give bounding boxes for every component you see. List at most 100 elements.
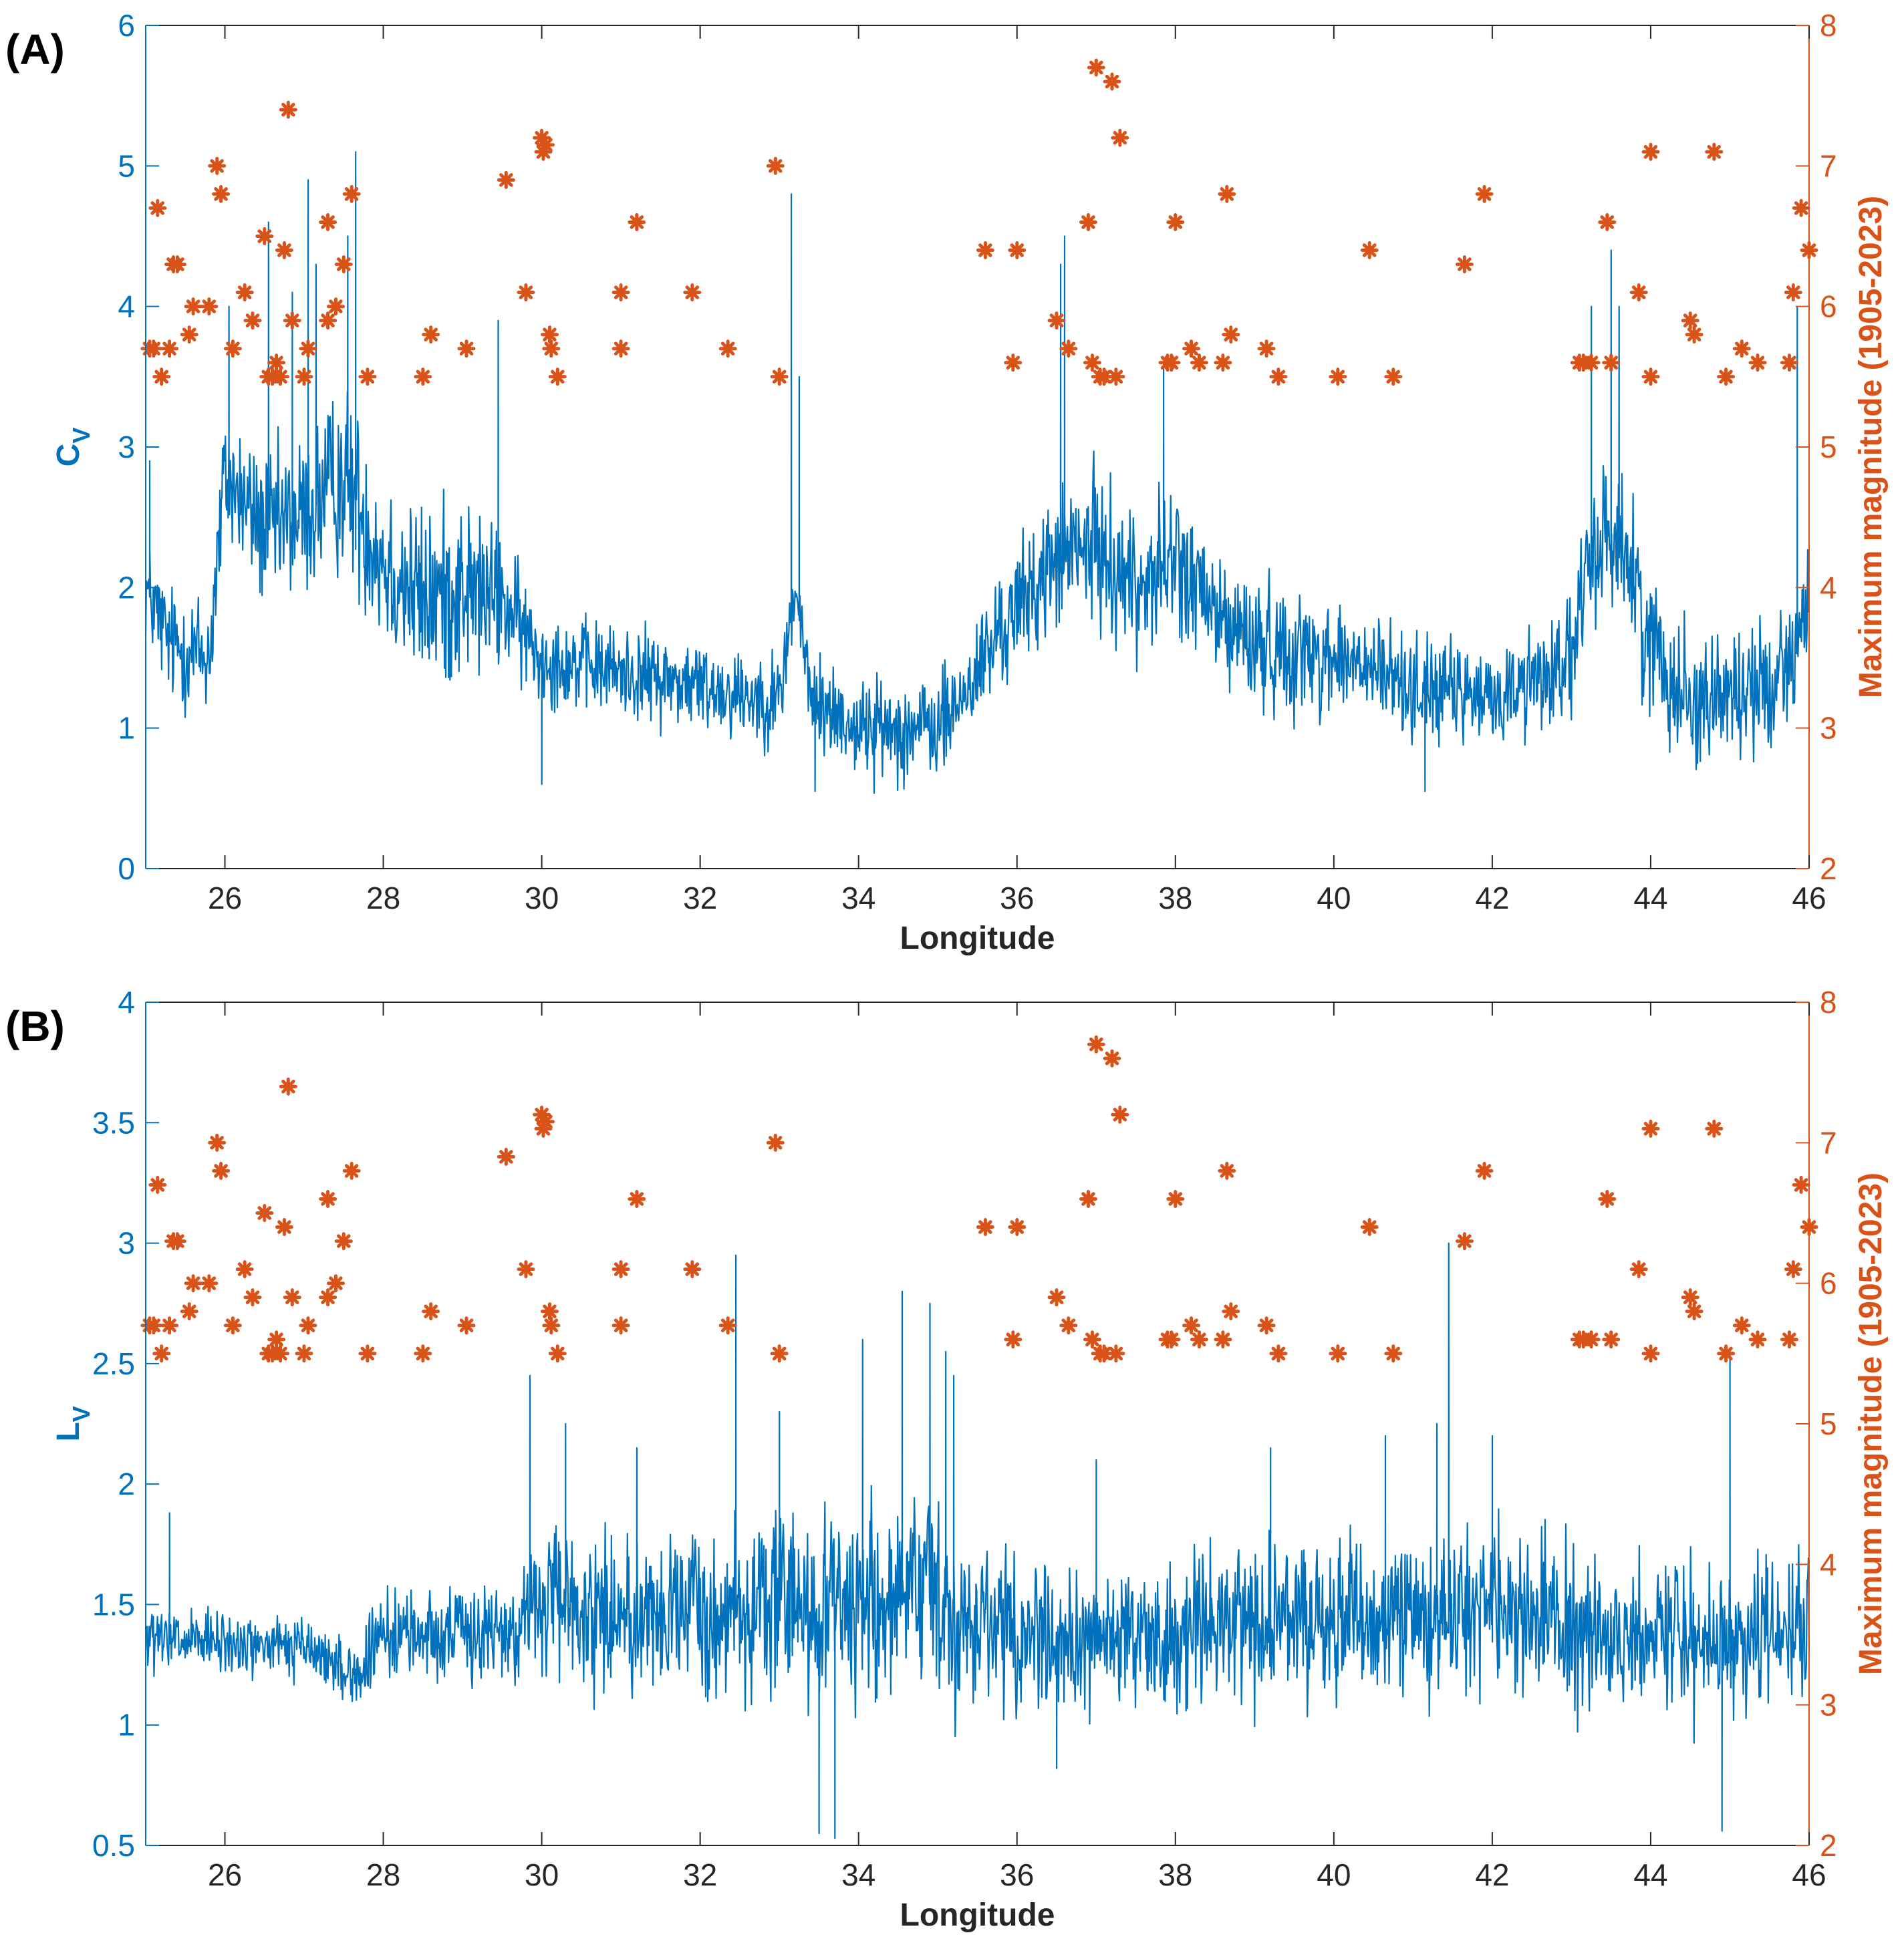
y2-axis-label: Maximum magnitude (1905-2023): [1853, 1173, 1889, 1675]
magnitude-marker: [770, 367, 789, 386]
magnitude-marker: [1008, 1218, 1027, 1236]
magnitude-marker: [1384, 367, 1403, 386]
magnitude-marker: [1582, 1330, 1601, 1349]
magnitude-marker: [1780, 1330, 1798, 1349]
y-axis-label: LV: [51, 1406, 95, 1441]
magnitude-marker: [1269, 367, 1288, 386]
magnitude-marker: [243, 311, 262, 330]
magnitude-marker: [1732, 339, 1751, 358]
magnitude-marker: [327, 297, 345, 316]
magnitude-marker: [1095, 367, 1113, 386]
magnitude-marker: [334, 255, 353, 274]
x-tick-label: 30: [525, 881, 559, 915]
magnitude-marker: [1732, 1316, 1751, 1335]
magnitude-marker: [1257, 339, 1276, 358]
magnitude-marker: [1329, 1344, 1347, 1363]
magnitude-marker: [1384, 1344, 1403, 1363]
magnitude-marker: [1257, 1316, 1276, 1335]
magnitude-marker: [1360, 241, 1379, 259]
magnitude-marker: [1004, 353, 1023, 372]
x-tick-label: 28: [366, 881, 400, 915]
panel-label: (B): [5, 1002, 65, 1050]
magnitude-marker: [548, 367, 567, 386]
magnitude-marker: [1182, 1316, 1200, 1335]
magnitude-marker: [542, 339, 561, 358]
magnitude-marker: [1166, 1190, 1185, 1208]
magnitude-marker: [422, 325, 440, 344]
magnitude-marker: [319, 311, 337, 330]
magnitude-marker: [1162, 353, 1181, 372]
x-tick-label: 44: [1633, 1857, 1667, 1892]
magnitude-marker: [517, 283, 535, 302]
y2-tick-label: 3: [1820, 1688, 1837, 1722]
x-tick-label: 36: [1000, 1857, 1034, 1892]
magnitude-marker: [168, 255, 186, 274]
x-tick-label: 44: [1633, 881, 1667, 915]
magnitude-marker: [1455, 255, 1474, 274]
magnitude-marker: [1629, 283, 1648, 302]
x-tick-label: 38: [1158, 1857, 1192, 1892]
magnitude-marker: [457, 339, 476, 358]
magnitude-marker: [611, 339, 630, 358]
magnitude-marker: [1222, 1302, 1240, 1321]
magnitude-marker: [534, 142, 553, 161]
magnitude-marker: [1602, 1330, 1621, 1349]
magnitude-marker: [267, 353, 286, 372]
y-tick-label: 3: [118, 1226, 135, 1261]
magnitude-marker: [1111, 1105, 1129, 1124]
magnitude-marker: [1360, 1218, 1379, 1236]
magnitude-marker: [319, 1288, 337, 1307]
magnitude-marker: [976, 241, 994, 259]
magnitude-marker: [319, 213, 337, 231]
x-tick-label: 36: [1000, 881, 1034, 915]
y-axis-label-sub: V: [67, 428, 95, 444]
magnitude-marker: [683, 1260, 702, 1279]
y-tick-label: 2: [118, 1467, 135, 1501]
magnitude-marker: [548, 1344, 567, 1363]
x-tick-label: 34: [841, 881, 875, 915]
magnitude-marker: [1111, 128, 1129, 147]
x-tick-label: 34: [841, 1857, 875, 1892]
magnitude-marker: [1598, 1190, 1617, 1208]
magnitude-marker: [148, 1175, 167, 1194]
magnitude-marker: [770, 1344, 789, 1363]
magnitude-marker: [1059, 1316, 1078, 1335]
magnitude-marker: [279, 100, 297, 119]
magnitude-marker: [1681, 1288, 1699, 1307]
magnitude-marker: [1705, 1119, 1724, 1138]
magnitude-marker: [1083, 1330, 1101, 1349]
magnitude-marker: [358, 1344, 377, 1363]
magnitude-marker: [1190, 1330, 1208, 1349]
x-axis-label: Longitude: [900, 921, 1055, 956]
magnitude-marker: [1083, 353, 1101, 372]
magnitude-marker: [1079, 1190, 1097, 1208]
y-tick-label: 1.5: [92, 1587, 135, 1622]
magnitude-marker: [342, 184, 361, 203]
magnitude-marker: [1681, 311, 1699, 330]
magnitude-marker: [1182, 339, 1200, 358]
y2-tick-label: 3: [1820, 711, 1837, 746]
magnitude-marker: [497, 170, 515, 189]
magnitude-marker: [976, 1218, 994, 1236]
magnitude-marker: [1004, 1330, 1023, 1349]
magnitude-marker: [299, 339, 317, 358]
magnitude-marker: [1780, 353, 1798, 372]
magnitude-marker: [1685, 325, 1704, 344]
magnitude-marker: [1748, 1330, 1767, 1349]
magnitude-marker: [184, 1274, 202, 1293]
magnitude-marker: [542, 1316, 561, 1335]
y-tick-label: 3.5: [92, 1105, 135, 1140]
magnitude-marker: [334, 1232, 353, 1251]
magnitude-marker: [1748, 353, 1767, 372]
y-tick-label: 3: [118, 430, 135, 464]
magnitude-marker: [533, 1105, 551, 1124]
magnitude-marker: [422, 1302, 440, 1321]
magnitude-marker: [1103, 1049, 1121, 1068]
magnitude-marker: [1166, 213, 1185, 231]
magnitude-marker: [235, 283, 254, 302]
magnitude-marker: [180, 1302, 198, 1321]
magnitude-marker: [275, 241, 293, 259]
y-tick-label: 2: [118, 570, 135, 605]
magnitude-marker: [534, 1119, 553, 1138]
chart-panel-a: (A)26 28 30 32 34 36 38 40 42 44 4601234562345678L…: [5, 8, 1889, 956]
